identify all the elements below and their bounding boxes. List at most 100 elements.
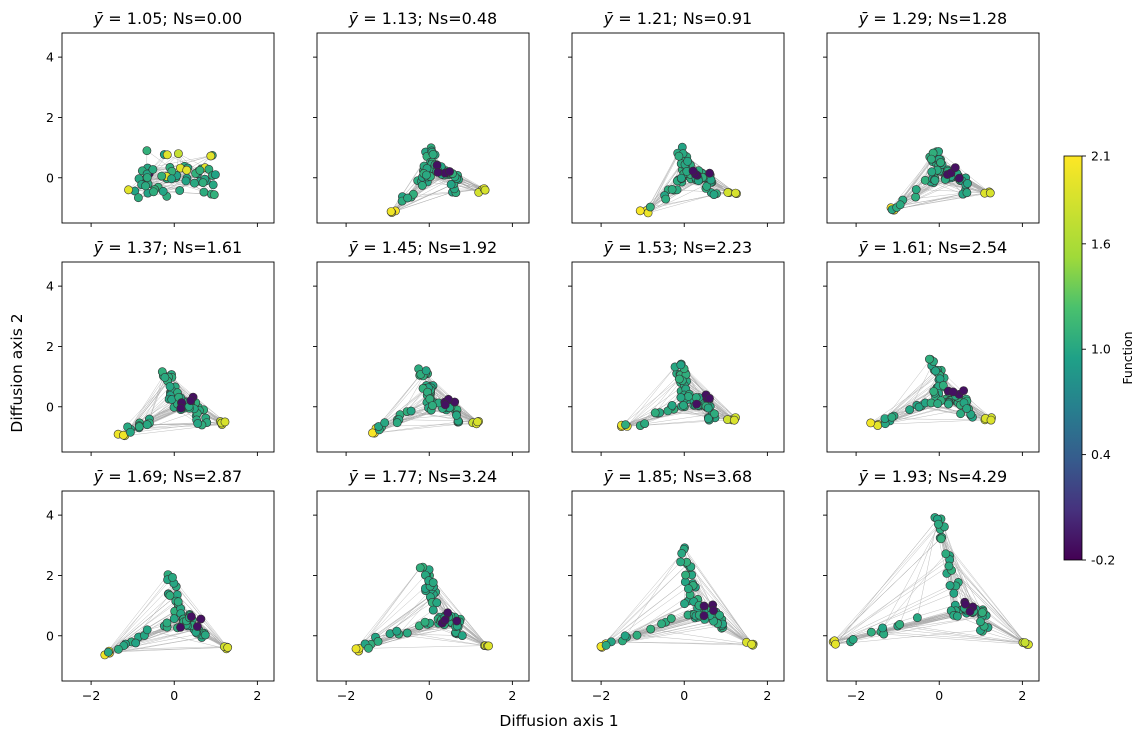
data-point [680,599,689,609]
data-point [887,412,897,422]
data-point [684,391,693,401]
data-point [699,611,709,621]
title-values: = 1.69; Ns=2.87 [103,467,242,486]
x-tick-label: 0 [425,688,433,703]
x-tick-label: 2 [1018,688,1026,703]
data-point [176,403,186,413]
panel-background [827,491,1039,681]
panel-background [317,33,529,223]
data-point [473,417,482,427]
data-point [866,418,876,428]
data-point [428,149,438,159]
data-point [710,409,719,419]
data-point [677,549,687,558]
network-edge [172,577,228,648]
network-edge [882,627,1023,643]
data-point [175,186,185,195]
data-point [220,417,230,427]
network-edge [605,564,688,644]
data-point [747,639,756,649]
data-point [157,171,167,181]
network-edge [398,414,457,420]
data-point [165,591,175,600]
nodes [124,146,220,203]
data-point [386,207,396,216]
data-point [956,409,965,419]
network-edge [833,524,939,643]
network-edge [374,421,459,434]
nodes [617,359,740,431]
panel: ȳ = 1.93; Ns=4.29 −2 0 2 [823,467,1040,703]
data-point [895,620,905,629]
data-point [936,534,946,544]
data-point [646,624,656,634]
x-axis-label: Diffusion axis 1 [499,712,618,730]
network-edge [601,553,682,648]
network-edge [900,192,990,206]
network-edge [636,634,753,646]
nodes [866,354,996,430]
title-values: = 1.37; Ns=1.61 [103,238,242,257]
data-point [920,175,930,185]
panel-title: ȳ = 1.05; Ns=0.00 [93,9,242,28]
data-point [186,612,196,621]
network-edge [899,624,1023,643]
network-edge [884,370,936,419]
data-point [621,420,630,430]
title-ybar: ȳ [603,238,614,257]
network-edge [884,359,931,419]
network-edge [835,616,983,645]
data-point [141,181,150,191]
data-point [931,366,940,376]
panel: ȳ = 1.37; Ns=1.61 0 2 4 [46,238,275,456]
panel: ȳ = 1.77; Ns=3.24 −2 0 2 [313,467,530,703]
x-tick-label: −2 [592,688,610,703]
panel-background [572,262,784,452]
network-edge [941,537,1026,643]
network-edge [108,595,171,652]
data-point [196,614,206,624]
network-edge [667,410,732,421]
data-point [985,188,995,198]
data-point [676,393,686,402]
panel: ȳ = 1.05; Ns=0.00 0 2 4 [46,9,275,227]
y-tick-label: 2 [46,339,54,354]
panel-background [572,33,784,223]
x-tick-label: 0 [170,688,178,703]
data-point [428,605,438,615]
data-point [133,193,143,203]
network-edge [640,390,682,426]
panel: ȳ = 1.85; Ns=3.68 −2 0 2 [568,467,785,703]
panel-frame [826,490,1040,682]
data-point [198,178,208,188]
data-point [679,400,688,410]
data-point [124,185,133,195]
data-point [954,173,964,183]
panel-background [827,33,1039,223]
data-point [186,396,196,405]
network-edge [600,581,686,647]
data-point [941,549,951,559]
network-edge [108,594,178,652]
y-tick-label: 4 [46,508,54,523]
x-tick-label: 2 [253,688,261,703]
title-values: = 1.61; Ns=2.54 [868,238,1007,257]
data-point [484,641,493,651]
network-edge [108,647,228,652]
network-edge [878,419,985,425]
data-point [692,399,701,409]
data-point [704,414,713,424]
network-edge [378,407,450,427]
network-edge [135,629,195,644]
y-tick-label: 2 [46,568,54,583]
data-point [661,194,671,204]
data-point [457,631,467,640]
data-point [620,631,630,641]
title-values: = 1.85; Ns=3.68 [613,467,752,486]
title-ybar: ȳ [603,9,614,28]
nodes [828,513,1033,649]
network-edge [933,182,990,193]
panel-frame [571,32,785,224]
data-point [705,393,714,403]
x-tick-label: −2 [337,688,355,703]
